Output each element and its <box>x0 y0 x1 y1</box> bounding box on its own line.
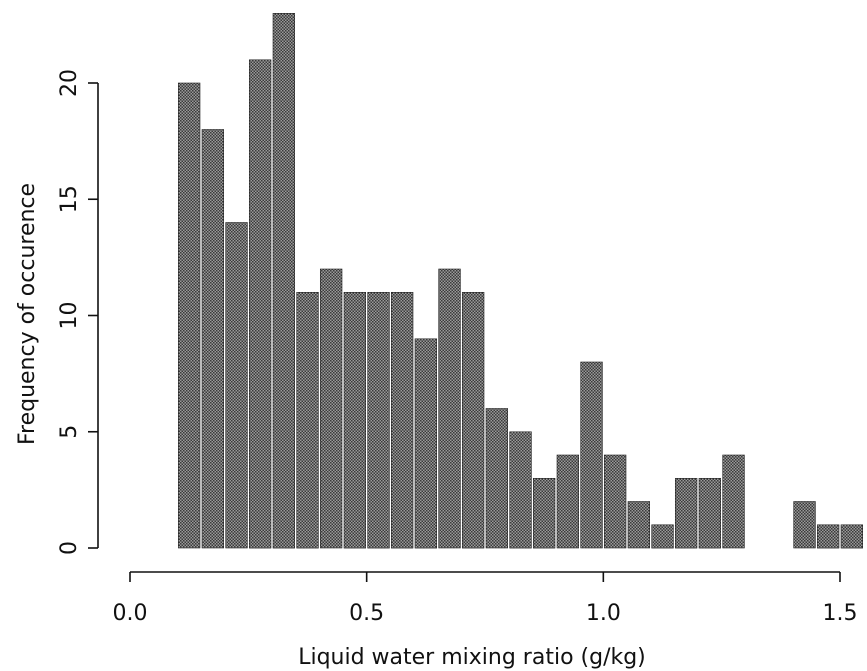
y-axis-title: Frequency of occurence <box>15 183 40 445</box>
bars-layer <box>178 13 864 549</box>
y-tick-label: 15 <box>57 185 82 213</box>
histogram-bar <box>225 222 248 549</box>
histogram-bar <box>201 129 225 549</box>
histogram-bar <box>651 524 674 549</box>
y-ticks: 0 5 10 15 20 <box>57 69 98 555</box>
histogram-bar <box>556 454 580 549</box>
histogram-bar <box>485 408 509 549</box>
histogram-bar <box>390 291 414 549</box>
x-tick-label: 1.0 <box>586 601 621 626</box>
histogram-bar <box>367 291 390 549</box>
y-tick-label: 10 <box>57 302 82 330</box>
histogram-bar <box>178 82 201 549</box>
histogram-bar <box>722 454 745 549</box>
histogram-bar <box>816 524 840 549</box>
histogram-bar <box>414 338 438 549</box>
histogram-bar <box>272 13 296 549</box>
histogram-bar <box>674 477 698 549</box>
histogram-bar <box>438 268 461 549</box>
histogram-bar <box>461 291 485 549</box>
histogram-bar <box>840 524 864 549</box>
histogram-bar <box>532 477 556 549</box>
histogram-bar <box>249 59 272 549</box>
x-ticks: 0.0 0.5 1.0 1.5 <box>113 572 858 626</box>
x-tick-label: 1.5 <box>823 601 858 626</box>
x-tick-label: 0.0 <box>113 601 148 626</box>
y-tick-label: 20 <box>57 69 82 97</box>
histogram-bar <box>603 454 627 549</box>
histogram-bar <box>319 268 343 549</box>
histogram-bar <box>343 291 367 549</box>
x-tick-label: 0.5 <box>349 601 384 626</box>
histogram-bar <box>580 361 603 549</box>
histogram-bar <box>793 501 816 549</box>
histogram-bar <box>627 501 651 549</box>
histogram-bar <box>296 291 319 549</box>
x-axis-title: Liquid water mixing ratio (g/kg) <box>298 645 646 670</box>
histogram-bar <box>509 431 532 549</box>
y-tick-label: 5 <box>57 425 82 439</box>
histogram-bar <box>698 477 722 549</box>
y-tick-label: 0 <box>57 541 82 555</box>
